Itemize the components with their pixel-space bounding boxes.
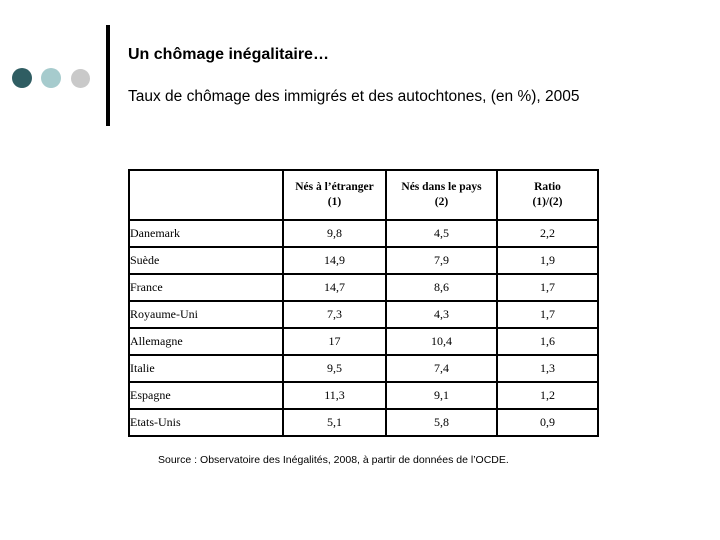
header-line2: (2): [434, 196, 449, 208]
header-cell-native-born: Nés dans le pays (2): [385, 169, 498, 221]
bullet-dot-gray: [71, 69, 90, 88]
table-row-italie: Italie 9,5 7,4 1,3: [128, 354, 599, 383]
header-line2: (1): [327, 196, 342, 208]
value-cell: 11,3: [282, 381, 387, 410]
value-cell: 1,2: [496, 381, 599, 410]
slide-title: Un chômage inégalitaire…: [128, 46, 329, 63]
value-cell: 7,9: [385, 246, 498, 275]
bullet-dot-dark-teal: [12, 68, 32, 88]
country-cell: Etats-Unis: [128, 408, 284, 437]
value-cell: 0,9: [496, 408, 599, 437]
value-cell: 1,6: [496, 327, 599, 356]
value-cell: 14,7: [282, 273, 387, 302]
value-cell: 1,3: [496, 354, 599, 383]
value-cell: 4,5: [385, 219, 498, 248]
value-cell: 9,1: [385, 381, 498, 410]
value-cell: 2,2: [496, 219, 599, 248]
value-cell: 14,9: [282, 246, 387, 275]
source-note: Source : Observatoire des Inégalités, 20…: [158, 454, 509, 466]
country-cell: Suède: [128, 246, 284, 275]
value-cell: 1,7: [496, 273, 599, 302]
value-cell: 7,3: [282, 300, 387, 329]
country-cell: Allemagne: [128, 327, 284, 356]
country-cell: Espagne: [128, 381, 284, 410]
table-row-etats-unis: Etats-Unis 5,1 5,8 0,9: [128, 408, 599, 437]
country-cell: France: [128, 273, 284, 302]
table-header-row: Nés à l’étranger (1) Nés dans le pays (2…: [128, 169, 599, 221]
value-cell: 5,1: [282, 408, 387, 437]
vertical-accent-bar: [106, 25, 110, 126]
country-cell: Italie: [128, 354, 284, 383]
header-line2: (1)/(2): [532, 196, 563, 208]
country-cell: Danemark: [128, 219, 284, 248]
table-row-espagne: Espagne 11,3 9,1 1,2: [128, 381, 599, 410]
value-cell: 9,5: [282, 354, 387, 383]
table-row-suede: Suède 14,9 7,9 1,9: [128, 246, 599, 275]
header-line1: Ratio: [534, 181, 561, 193]
value-cell: 9,8: [282, 219, 387, 248]
table-row-france: France 14,7 8,6 1,7: [128, 273, 599, 302]
slide-subtitle: Taux de chômage des immigrés et des auto…: [128, 88, 580, 105]
value-cell: 8,6: [385, 273, 498, 302]
header-cell-ratio: Ratio (1)/(2): [496, 169, 599, 221]
value-cell: 7,4: [385, 354, 498, 383]
table-row-allemagne: Allemagne 17 10,4 1,6: [128, 327, 599, 356]
value-cell: 17: [282, 327, 387, 356]
header-cell-empty: [128, 169, 284, 221]
header-line1: Nés dans le pays: [401, 181, 482, 193]
table-row-royaume-uni: Royaume-Uni 7,3 4,3 1,7: [128, 300, 599, 329]
value-cell: 5,8: [385, 408, 498, 437]
value-cell: 4,3: [385, 300, 498, 329]
value-cell: 10,4: [385, 327, 498, 356]
header-cell-foreign-born: Nés à l’étranger (1): [282, 169, 387, 221]
table-row-danemark: Danemark 9,8 4,5 2,2: [128, 219, 599, 248]
country-cell: Royaume-Uni: [128, 300, 284, 329]
header-line1: Nés à l’étranger: [295, 181, 374, 193]
bullet-dot-light-teal: [41, 68, 61, 88]
value-cell: 1,7: [496, 300, 599, 329]
value-cell: 1,9: [496, 246, 599, 275]
unemployment-rates-table: Nés à l’étranger (1) Nés dans le pays (2…: [128, 169, 599, 437]
